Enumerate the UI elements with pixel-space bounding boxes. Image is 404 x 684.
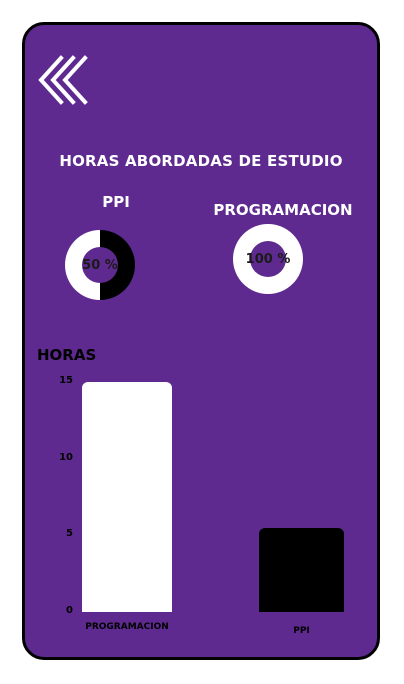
donut-label-programacion: PROGRAMACION [213, 201, 353, 219]
x-axis-label: PROGRAMACION [85, 622, 169, 632]
x-axis-label: PPI [293, 626, 310, 636]
donut-hole: 100 % [246, 241, 290, 277]
double-chevron-left-icon [38, 55, 88, 105]
bar-programacion [82, 382, 172, 612]
y-tick-label: 10 [59, 451, 73, 463]
programacion-progress-donut: 100 % [233, 224, 303, 294]
donut-hole: 50 % [82, 247, 118, 283]
page-title: HORAS ABORDADAS DE ESTUDIO [59, 152, 343, 170]
bar-ppi [259, 527, 344, 612]
y-tick-label: 15 [59, 375, 73, 386]
study-hours-card: HORAS ABORDADAS DE ESTUDIO PPI 50 % PROG… [22, 22, 380, 660]
programacion-percent-text: 100 % [245, 251, 291, 267]
y-tick-label: 0 [66, 605, 73, 616]
ppi-progress-donut: 50 % [65, 230, 135, 300]
back-button[interactable] [35, 55, 93, 105]
ppi-percent-text: 50 % [82, 257, 118, 273]
y-tick-label: 5 [66, 528, 73, 540]
donut-label-ppi: PPI [102, 193, 130, 211]
y-axis-label: HORAS [37, 346, 97, 364]
